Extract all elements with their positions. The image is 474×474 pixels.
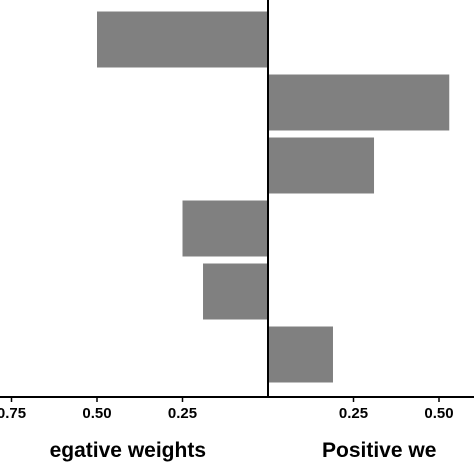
bar-4 bbox=[182, 200, 268, 257]
x-tick-label: 0.75 bbox=[0, 405, 26, 422]
bar-5 bbox=[203, 263, 268, 320]
bar-2 bbox=[268, 74, 450, 131]
positive-axis-label: Positive we bbox=[322, 439, 436, 462]
x-tick-label: 0.25 bbox=[168, 405, 197, 422]
x-tick-label: 0.25 bbox=[339, 405, 368, 422]
bar-6 bbox=[268, 326, 333, 383]
x-ticks: 0.75 0.50 0.25 0.25 0.50 bbox=[0, 397, 454, 422]
bar-1 bbox=[97, 11, 268, 68]
negative-axis-label: egative weights bbox=[50, 439, 206, 462]
bar-3 bbox=[268, 137, 375, 194]
bars bbox=[97, 11, 450, 383]
x-tick-label: 0.50 bbox=[424, 405, 453, 422]
x-tick-label: 0.50 bbox=[82, 405, 111, 422]
